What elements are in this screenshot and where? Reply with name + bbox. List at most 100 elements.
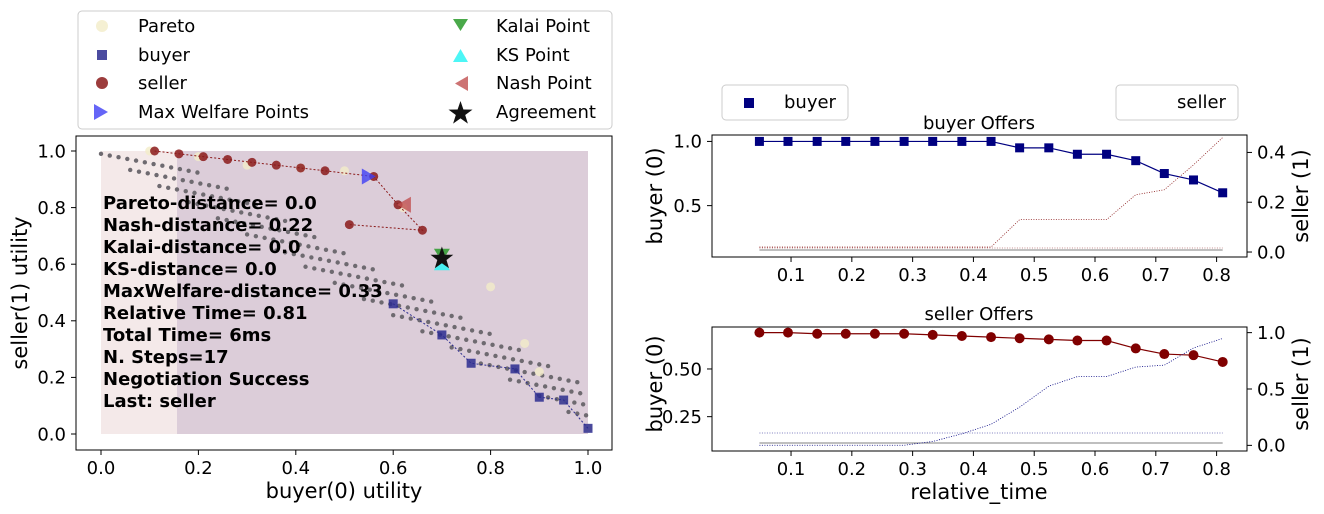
outcome-point	[426, 319, 431, 325]
seller-point	[840, 328, 851, 339]
outcome-point	[393, 292, 399, 297]
outcome-point	[198, 181, 203, 186]
outcome-point	[440, 312, 446, 317]
x-ticks: 0.1 0.2 0.3 0.4 0.5 0.6 0.7 0.8	[777, 257, 1231, 286]
x-tick-label: 0.6	[379, 458, 408, 479]
legend-marker-buyer	[97, 50, 107, 60]
legend-frame	[721, 84, 849, 121]
outcome-point	[186, 200, 191, 205]
outcome-point	[560, 387, 565, 393]
outcome-point	[542, 384, 548, 389]
outcome-point	[420, 329, 425, 334]
outcome-point	[405, 305, 411, 310]
legend-marker-ks	[453, 49, 468, 62]
outcome-point	[510, 357, 516, 362]
outcome-point	[189, 179, 194, 185]
seller-offer-point	[320, 166, 330, 176]
outcome-point	[98, 151, 104, 157]
legend-label-ks: KS Point	[496, 45, 570, 66]
outcome-point	[350, 284, 355, 289]
outcome-point	[323, 247, 329, 252]
outcome-point	[472, 339, 478, 344]
outcome-point	[528, 360, 533, 365]
buyer-point	[1159, 169, 1169, 179]
outcome-point	[373, 278, 378, 283]
stat-line: Relative Time= 0.81	[103, 303, 308, 324]
outcome-point	[166, 185, 171, 190]
outcome-point	[537, 362, 542, 367]
outcome-point	[332, 249, 337, 254]
seller-point	[899, 328, 910, 339]
outcome-point	[227, 197, 232, 202]
outcome-point	[268, 226, 273, 231]
stat-line: KS-distance= 0.0	[103, 259, 277, 280]
outcome-point	[344, 262, 349, 267]
x-tick-label: 0.5	[1020, 459, 1049, 480]
outcome-cloud	[98, 146, 593, 433]
outcome-point	[496, 364, 501, 370]
stat-line: Nash-distance= 0.22	[103, 215, 313, 236]
outcome-point	[154, 172, 159, 178]
seller-point	[754, 327, 765, 338]
outcome-point	[557, 376, 562, 382]
outcome-point	[507, 377, 513, 382]
outcome-point	[285, 229, 291, 235]
x-axis-label: relative_time	[910, 480, 1047, 505]
buyer-offer-point	[534, 392, 544, 402]
outcome-point	[499, 344, 504, 349]
x-tick-label: 0.3	[898, 265, 927, 286]
outcome-point	[449, 313, 454, 319]
outcome-point	[414, 306, 419, 312]
legend-marker-buyer	[744, 98, 754, 108]
outcome-point	[116, 155, 121, 160]
seller-point	[986, 332, 997, 343]
outcome-point	[157, 183, 162, 189]
x-tick-label: 0.8	[1202, 459, 1231, 480]
legend-label-buyer: buyer	[138, 45, 191, 66]
seller-point	[869, 328, 880, 339]
outcome-point	[236, 199, 241, 204]
legend-label-seller: seller	[138, 73, 188, 94]
buyer-point	[870, 136, 880, 146]
buyer-point	[1131, 156, 1141, 166]
outcome-point	[253, 202, 259, 207]
outcome-point	[212, 205, 218, 210]
x-axis-label: buyer(0) utility	[266, 479, 423, 503]
legend-marker-pareto	[96, 20, 108, 32]
x-tick-label: 0.2	[838, 265, 867, 286]
seller-region	[177, 151, 588, 434]
pareto-point	[486, 282, 496, 292]
outcome-point	[443, 323, 448, 328]
buyer-point	[986, 136, 996, 146]
buyer-series-line	[759, 338, 1223, 446]
outcome-point	[303, 264, 308, 269]
seller-offers-chart: seller Offers 0.1 0.2 0.3 0.4 0.5 0.6 0.7 0.8 0…	[643, 304, 1313, 505]
outcome-point	[279, 239, 285, 244]
x-tick-label: 0.1	[777, 265, 806, 286]
outcome-point	[551, 385, 557, 391]
outcome-point	[575, 380, 580, 385]
outcome-point	[215, 216, 221, 221]
outcome-point	[458, 346, 463, 352]
buyer-offers-chart: buyer Offers 0.1 0.2 0.3 0.4 0.5 0.6 0.7 0.8 0.…	[643, 113, 1313, 286]
outcome-point	[177, 166, 183, 172]
outcome-point	[332, 280, 337, 286]
outcome-point	[239, 210, 244, 215]
y2-tick-label: 0.5	[1257, 379, 1286, 400]
outcome-point	[335, 260, 340, 265]
legend-label-nash: Nash Point	[496, 73, 592, 94]
outcome-point	[449, 345, 454, 350]
outcome-point	[341, 282, 346, 287]
buyer-point	[928, 136, 938, 146]
outcome-point	[250, 222, 256, 228]
seller-point	[812, 328, 823, 339]
y-tick-label: 1.0	[37, 141, 66, 162]
outcome-point	[180, 177, 186, 183]
outcome-point	[271, 237, 276, 242]
outcome-point	[391, 312, 396, 318]
outcome-point	[569, 389, 574, 394]
buyer-point	[1218, 188, 1228, 198]
outcome-point	[107, 153, 112, 158]
outcome-point	[575, 411, 580, 416]
outcome-point	[168, 165, 174, 170]
